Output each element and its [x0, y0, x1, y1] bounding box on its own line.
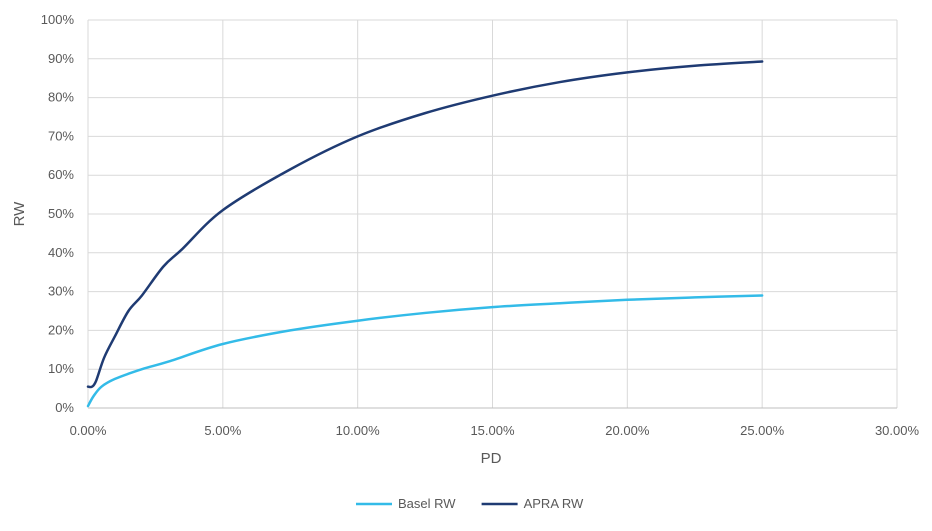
y-tick-label: 100% [41, 12, 75, 27]
grid [88, 19, 898, 408]
x-tick-label: 25.00% [740, 423, 785, 438]
y-tick-label: 40% [48, 245, 74, 260]
legend-label: APRA RW [524, 496, 584, 511]
y-tick-label: 10% [48, 361, 74, 376]
series-line-apra-rw [86, 60, 764, 389]
y-tick-label: 60% [48, 167, 74, 182]
y-tick-label: 80% [48, 90, 74, 105]
x-tick-label: 20.00% [605, 423, 650, 438]
y-axis-title: RW [11, 201, 28, 227]
y-tick-label: 0% [55, 400, 74, 415]
legend-label: Basel RW [398, 496, 456, 511]
x-tick-label: 5.00% [204, 423, 241, 438]
legend-item-apra-rw: APRA RW [481, 496, 584, 511]
y-tick-label: 30% [48, 284, 74, 299]
x-tick-label: 30.00% [875, 423, 920, 438]
y-tick-label: 90% [48, 51, 74, 66]
series-layer [86, 60, 764, 408]
x-tick-label: 0.00% [70, 423, 107, 438]
x-tick-label: 10.00% [336, 423, 381, 438]
legend: Basel RW APRA RW [356, 496, 584, 511]
series-line-basel-rw [86, 294, 764, 408]
x-tick-label: 15.00% [470, 423, 515, 438]
y-tick-label: 20% [48, 322, 74, 337]
legend-item-basel-rw: Basel RW [356, 496, 456, 511]
axes: 0% 10% 20% 30% 40% 50% 60% 70% 80% 90% 100% 0.00% 5.… [41, 12, 920, 438]
y-tick-label: 50% [48, 206, 74, 221]
y-tick-label: 70% [48, 128, 74, 143]
x-axis-title: PD [481, 450, 502, 467]
